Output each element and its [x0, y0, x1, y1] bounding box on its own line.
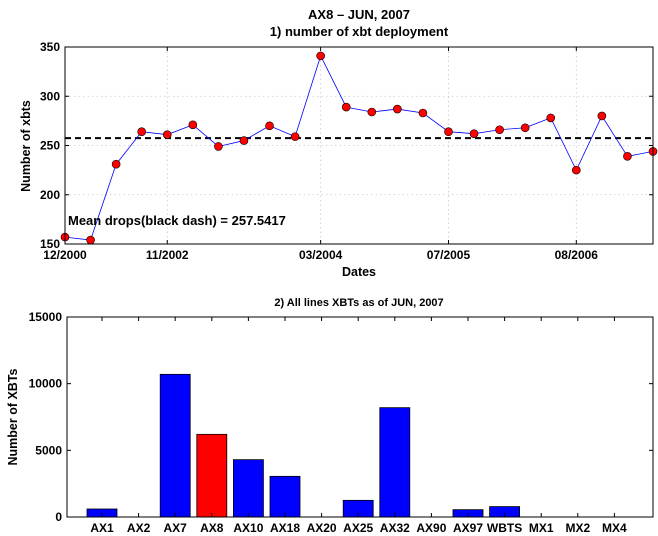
x-tick-label: WBTS [487, 521, 522, 535]
x-tick-label: MX1 [529, 521, 554, 535]
data-point [495, 125, 504, 135]
data-point [623, 152, 632, 161]
bar-ax7 [159, 373, 191, 518]
data-point [86, 235, 95, 245]
x-tick-label: AX97 [453, 521, 483, 535]
bar-ax8 [196, 433, 228, 518]
bar-ax10 [232, 459, 264, 518]
data-point [214, 142, 223, 151]
chart2-y-axis-label: Number of XBTs [6, 368, 20, 465]
y-tick-label: 350 [40, 40, 60, 54]
chart2-title: 2) All lines XBTs as of JUN, 2007 [274, 297, 443, 309]
bar-ax32 [379, 407, 411, 518]
x-tick-label: 08/2006 [555, 248, 599, 262]
bar-ax18 [269, 475, 301, 518]
y-tick-label: 0 [55, 510, 62, 524]
x-tick-label: AX2 [127, 521, 151, 535]
data-point [239, 136, 249, 145]
y-tick-label: 15000 [29, 310, 63, 324]
x-tick-label: MX2 [565, 521, 590, 535]
chart1-y-ticks: 150 200 250 300 350 [40, 40, 653, 251]
data-point [444, 127, 453, 137]
y-tick-label: 10000 [29, 377, 63, 391]
data-point [546, 113, 556, 123]
chart2-frame [66, 316, 654, 518]
x-tick-label: AX10 [233, 521, 263, 535]
chart1-x-axis-label: Dates [342, 265, 376, 279]
x-tick-label: AX7 [164, 521, 188, 535]
figure-title: AX8 – JUN, 2007 [308, 7, 410, 22]
data-point [341, 102, 351, 112]
x-tick-label: AX18 [270, 521, 300, 535]
chart2-x-ticks: AX1 AX2 AX7 AX8 AX10 AX18 AX20 AX25 AX32 AX90 AX97… [90, 317, 627, 535]
chart1-title: 1) number of xbt deployment [270, 24, 449, 39]
y-tick-label: 150 [40, 237, 60, 251]
x-tick-label: MX4 [602, 521, 627, 535]
chart1-annotation: Mean drops(black dash) = 257.5417 [68, 213, 286, 228]
data-point [418, 108, 428, 118]
x-tick-label: AX90 [416, 521, 446, 535]
x-tick-label: AX20 [307, 521, 337, 535]
x-tick-label: 11/2002 [146, 248, 189, 262]
data-point [520, 123, 530, 133]
bars [86, 373, 521, 518]
x-tick-label: 12/2000 [43, 248, 87, 262]
chart1-y-axis-label: Number of xbts [19, 100, 33, 192]
data-point [469, 129, 479, 138]
y-tick-label: 200 [40, 188, 60, 202]
line-chart-xbt-deployment: 1) number of xbt deployment 150 200 250 300… [19, 24, 658, 279]
data-point [393, 104, 402, 114]
data-point [265, 121, 274, 131]
chart2-y-ticks: 0 5000 10000 15000 [29, 310, 653, 524]
x-tick-label: 07/2005 [427, 248, 471, 262]
data-point [290, 132, 300, 141]
series-points [60, 51, 658, 245]
data-point [188, 120, 198, 130]
x-tick-label: AX8 [200, 521, 224, 535]
x-tick-label: AX1 [90, 521, 114, 535]
y-tick-label: 250 [40, 139, 60, 153]
chart1-grid [65, 47, 653, 244]
data-point [572, 165, 581, 175]
y-tick-label: 300 [40, 89, 60, 103]
data-point [367, 107, 377, 117]
data-point [111, 159, 121, 169]
data-point [316, 51, 325, 61]
x-tick-label: 03/2004 [299, 248, 343, 262]
data-point [162, 130, 172, 139]
chart1-x-ticks: 12/2000 11/2002 03/2004 07/2005 08/2006 [43, 47, 598, 262]
data-point [597, 111, 607, 121]
y-tick-label: 5000 [35, 443, 62, 457]
x-tick-label: AX32 [380, 521, 410, 535]
bar-chart-all-lines: 2) All lines XBTs as of JUN, 2007 0 5000 1… [6, 297, 654, 535]
x-tick-label: AX25 [343, 521, 373, 535]
data-point [137, 127, 146, 137]
